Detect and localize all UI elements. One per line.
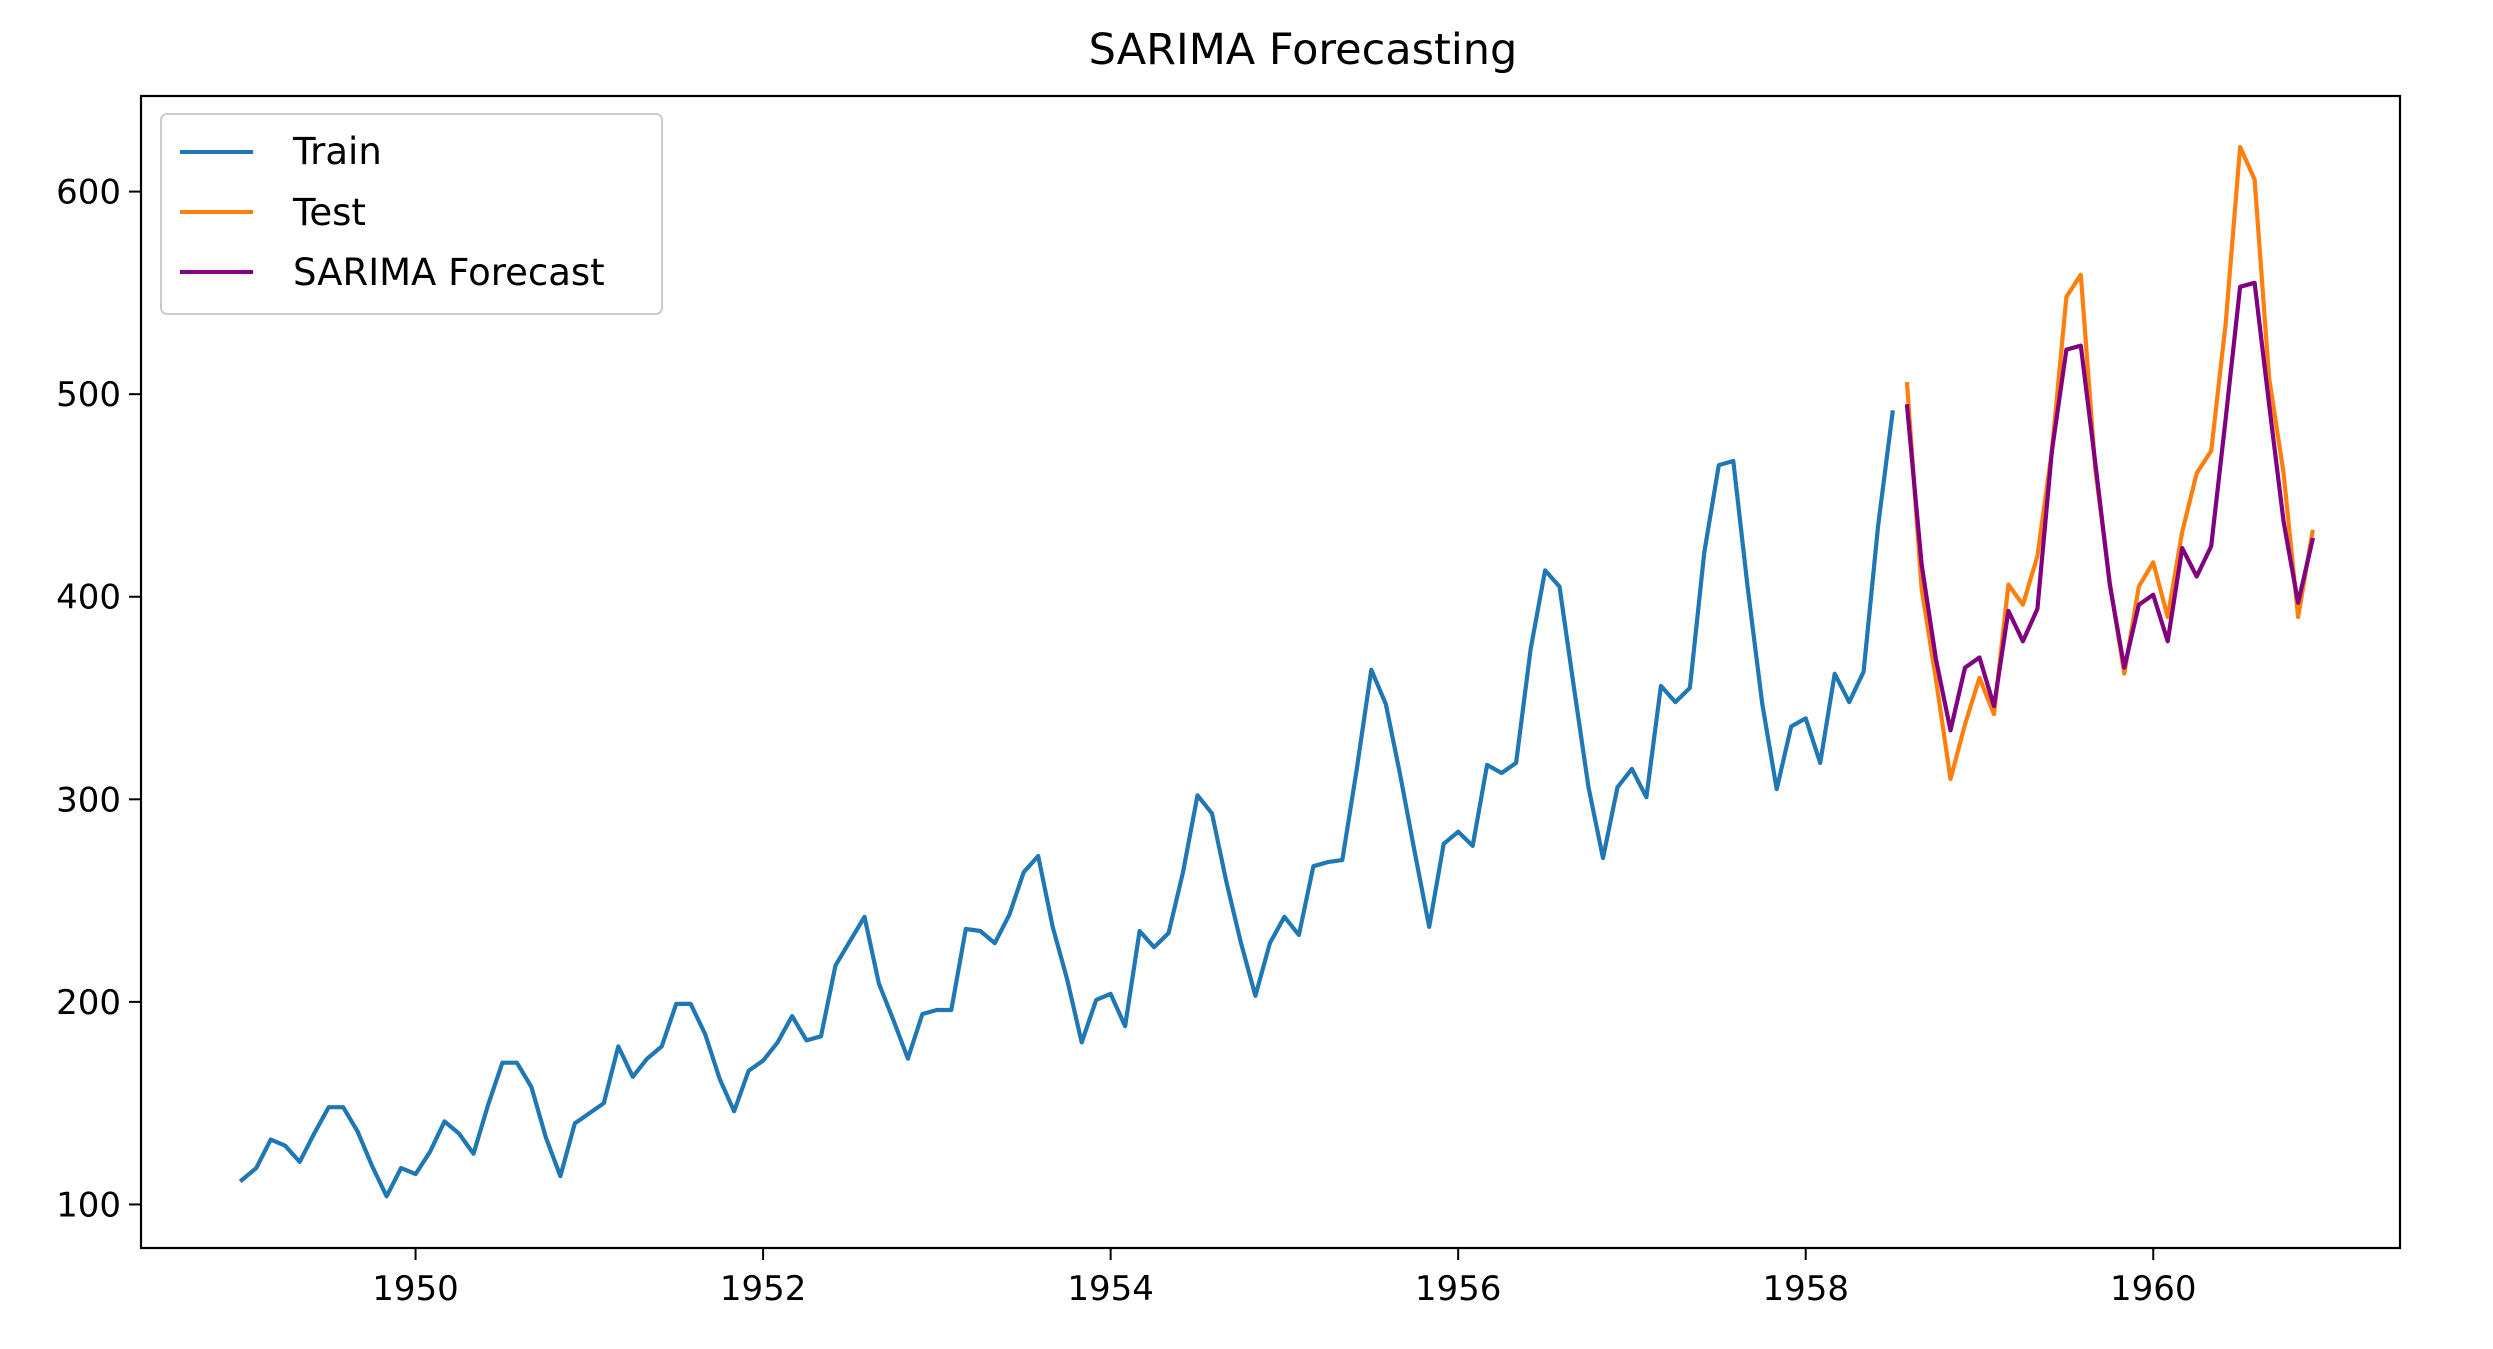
series-line-train	[238, 410, 1895, 1199]
legend-label-train: Train	[292, 130, 382, 173]
y-axis: 100 200 300 400 500 600	[56, 173, 141, 1225]
legend-box	[160, 113, 663, 315]
x-tick-label: 1960	[2110, 1269, 2197, 1309]
y-tick-label: 400	[56, 578, 121, 618]
series-layer	[238, 144, 2316, 1199]
plot-frame	[139, 94, 2402, 1250]
legend-label-test: Test	[292, 191, 366, 234]
x-axis: 1950 1952 1954 1956 1958 1960	[372, 1248, 2197, 1309]
y-tick-label: 200	[56, 983, 121, 1023]
x-tick-label: 1950	[372, 1269, 459, 1309]
y-tick-label: 300	[56, 780, 121, 820]
x-tick-label: 1956	[1415, 1269, 1502, 1309]
chart-title: SARIMA Forecasting	[1089, 25, 1518, 75]
x-tick-label: 1954	[1067, 1269, 1154, 1309]
y-tick-label: 600	[56, 173, 121, 213]
y-tick-label: 100	[56, 1185, 121, 1225]
legend: Train Test SARIMA Forecast	[160, 113, 663, 315]
legend-label-sarima-forecast: SARIMA Forecast	[293, 251, 605, 294]
x-tick-label: 1958	[1762, 1269, 1849, 1309]
series-line-sarima-forecast	[1904, 280, 2316, 733]
y-tick-label: 500	[56, 375, 121, 415]
x-tick-label: 1952	[720, 1269, 807, 1309]
